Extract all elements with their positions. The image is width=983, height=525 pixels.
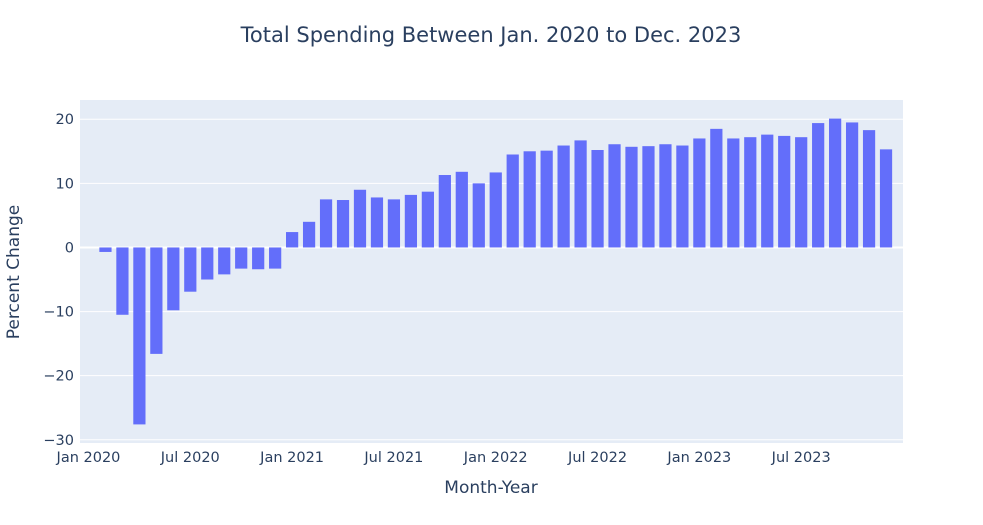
bar bbox=[676, 145, 689, 248]
bar bbox=[455, 171, 468, 248]
bar bbox=[218, 247, 231, 275]
bar bbox=[540, 150, 553, 248]
bar bbox=[608, 144, 621, 248]
y-tick-label: 10 bbox=[56, 176, 74, 192]
x-tick-label: Jul 2021 bbox=[363, 450, 423, 466]
bar bbox=[591, 150, 604, 248]
bar bbox=[506, 154, 519, 248]
bar bbox=[167, 247, 180, 311]
y-tick-label: 20 bbox=[56, 112, 74, 128]
y-tick-label: −30 bbox=[43, 433, 74, 449]
x-tick-label: Jan 2020 bbox=[56, 450, 121, 466]
bar bbox=[862, 130, 876, 248]
x-tick-label: Jul 2023 bbox=[771, 450, 831, 466]
bar bbox=[201, 247, 214, 280]
y-tick-label: −20 bbox=[43, 369, 74, 385]
bar bbox=[829, 118, 842, 248]
x-tick-label: Jan 2022 bbox=[463, 450, 528, 466]
bar bbox=[557, 145, 570, 248]
bar bbox=[269, 247, 282, 269]
bar bbox=[744, 137, 757, 248]
bar bbox=[845, 122, 859, 248]
bar bbox=[421, 191, 434, 248]
bar bbox=[489, 172, 502, 248]
y-axis-ticks: 20 10 0 −10 −20 −30 bbox=[43, 112, 74, 449]
bar bbox=[710, 128, 723, 248]
bar bbox=[336, 200, 350, 248]
bar bbox=[116, 247, 129, 315]
bar bbox=[353, 189, 367, 248]
bar bbox=[302, 221, 316, 248]
bar bbox=[235, 247, 248, 269]
bar bbox=[184, 247, 197, 292]
bar bbox=[438, 175, 451, 248]
bar bbox=[693, 138, 706, 248]
bar bbox=[778, 135, 791, 248]
bar bbox=[252, 247, 265, 270]
y-axis-title: Percent Change bbox=[4, 205, 24, 339]
bar bbox=[133, 247, 146, 425]
x-axis-ticks: Jan 2020 Jul 2020 Jan 2021 Jul 2021 Jan 2022… bbox=[56, 450, 831, 466]
x-tick-label: Jan 2021 bbox=[259, 450, 324, 466]
chart-title: Total Spending Between Jan. 2020 to Dec.… bbox=[240, 23, 742, 47]
x-tick-label: Jul 2020 bbox=[160, 450, 220, 466]
bar bbox=[642, 146, 655, 248]
bar bbox=[523, 151, 536, 248]
bar bbox=[472, 183, 485, 248]
bar bbox=[99, 247, 112, 252]
x-axis-title: Month-Year bbox=[444, 478, 537, 498]
bar bbox=[795, 137, 808, 248]
y-tick-label: −10 bbox=[43, 305, 74, 321]
bar bbox=[387, 199, 401, 248]
x-tick-label: Jan 2023 bbox=[666, 450, 731, 466]
y-tick-label: 0 bbox=[65, 240, 74, 256]
bar bbox=[879, 149, 893, 248]
bar bbox=[286, 232, 299, 248]
bar bbox=[319, 199, 333, 248]
bar bbox=[404, 194, 418, 248]
bar bbox=[574, 140, 587, 248]
bar bbox=[625, 146, 638, 248]
x-tick-label: Jul 2022 bbox=[567, 450, 627, 466]
bar bbox=[761, 134, 774, 248]
bar bbox=[812, 123, 825, 248]
bar bbox=[370, 197, 384, 248]
bar bbox=[727, 138, 740, 248]
bar bbox=[659, 144, 672, 248]
bars bbox=[99, 118, 893, 425]
bar bbox=[150, 247, 163, 354]
